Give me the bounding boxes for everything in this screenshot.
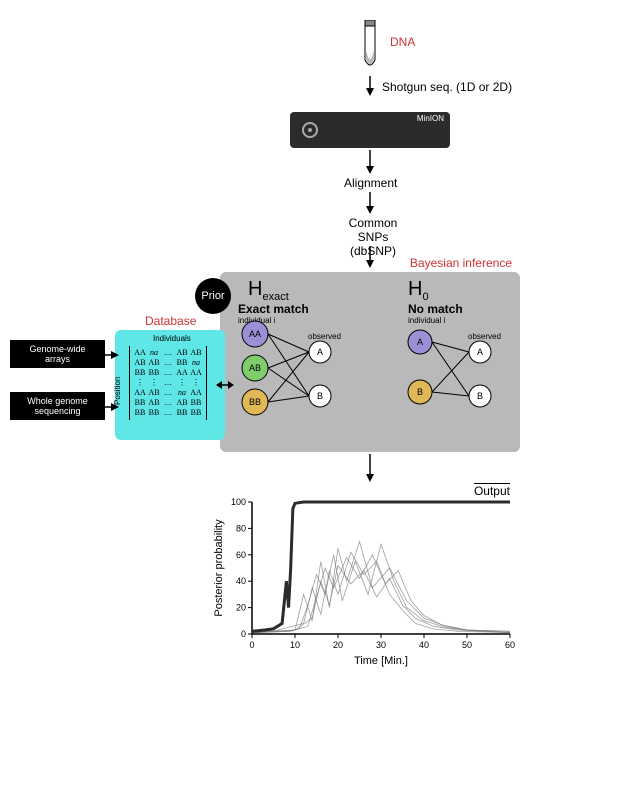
svg-text:A: A [477, 347, 483, 357]
svg-text:Time [Min.]: Time [Min.] [354, 655, 408, 667]
bayesian-box: Bayesian inference Hexact Exact match in… [220, 272, 520, 452]
svg-text:Posterior probability: Posterior probability [213, 519, 225, 617]
svg-text:AB: AB [249, 363, 261, 373]
svg-text:AA: AA [249, 329, 261, 339]
arrow-3 [365, 192, 375, 214]
svg-text:40: 40 [236, 576, 246, 586]
svg-text:A: A [417, 337, 423, 347]
chart-svg: 0 10 20 30 40 50 60 0 20 40 60 80 100 Time [Min.] Post… [210, 488, 520, 668]
alignment-label: Alignment [344, 176, 397, 190]
svg-text:20: 20 [333, 640, 343, 650]
svg-text:100: 100 [231, 497, 246, 507]
database-title: Database [145, 314, 196, 328]
svg-text:B: B [477, 391, 483, 401]
output-chart: Output 0102030405060020406080100Time [Mi… [210, 488, 520, 668]
svg-text:60: 60 [236, 550, 246, 560]
arrow-gwa [105, 350, 119, 360]
svg-text:0: 0 [241, 629, 246, 639]
prior-node: Prior [195, 278, 231, 314]
arrow-db-bayes [216, 380, 234, 390]
genotype-matrix: AAna…ABABABAB…BBnaBBBB…AAAA⋮⋮…⋮⋮AAAB…naA… [129, 346, 207, 420]
genome-wide-arrays-box: Genome-wide arrays [10, 340, 105, 368]
dna-label: DNA [390, 35, 415, 49]
svg-text:50: 50 [462, 640, 472, 650]
svg-text:A: A [317, 347, 323, 357]
minion-device: MinION [290, 112, 450, 148]
svg-text:BB: BB [249, 397, 261, 407]
svg-text:20: 20 [236, 603, 246, 613]
svg-text:0: 0 [249, 640, 254, 650]
shotgun-label: Shotgun seq. (1D or 2D) [382, 80, 512, 94]
svg-text:60: 60 [505, 640, 515, 650]
individuals-label: Individuals [153, 334, 191, 343]
svg-text:B: B [317, 391, 323, 401]
arrow-4 [365, 246, 375, 268]
arrow-1 [365, 76, 375, 96]
output-title: Output [474, 484, 510, 498]
position-label: Position [113, 377, 122, 405]
arrow-5 [365, 454, 375, 482]
bayesian-title: Bayesian inference [410, 256, 512, 270]
diagram-root: DNA Shotgun seq. (1D or 2D) MinION Align… [0, 0, 617, 796]
svg-text:80: 80 [236, 523, 246, 533]
arrow-2 [365, 150, 375, 174]
svg-text:10: 10 [290, 640, 300, 650]
minion-label: MinION [417, 114, 444, 123]
svg-text:40: 40 [419, 640, 429, 650]
gear-icon [300, 120, 320, 140]
arrow-wgs [105, 402, 119, 412]
svg-text:B: B [417, 387, 423, 397]
svg-text:30: 30 [376, 640, 386, 650]
database-box: Database Individuals Position AAna…ABABA… [115, 330, 225, 440]
dna-tube-icon [355, 20, 385, 75]
whole-genome-seq-box: Whole genome sequencing [10, 392, 105, 420]
bayes-graph: AAABBBABABAB [220, 272, 520, 452]
